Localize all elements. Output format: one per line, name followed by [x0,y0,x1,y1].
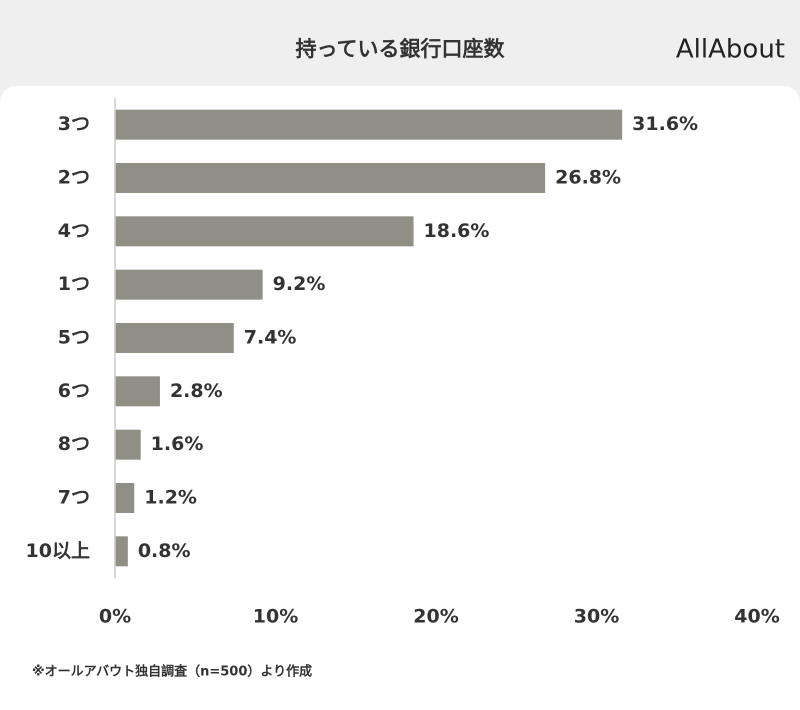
x-tick-label: 40% [734,606,779,628]
value-label: 2.8% [170,380,223,402]
bar [115,376,160,407]
bar [115,109,623,140]
y-tick-label: 7つ [58,487,90,509]
bar [115,163,546,193]
brand-logo: AllAbout [676,35,785,65]
value-label: 7.4% [244,327,297,349]
chart-title: 持っている銀行口座数 [296,37,506,61]
bar [115,216,414,247]
bar [115,269,263,300]
footnote: ※オールアバウト独自調査（n=500）より作成 [32,664,312,680]
y-tick-label: 8つ [58,433,90,455]
bar [115,323,234,353]
value-label: 18.6% [424,220,490,242]
bar [115,483,135,513]
x-tick-label: 10% [253,606,298,628]
y-tick-label: 5つ [58,327,90,349]
value-label: 1.6% [151,433,204,455]
bar [115,429,141,460]
bar [115,536,128,567]
y-tick-label: 10以上 [26,540,90,562]
value-label: 26.8% [555,167,621,189]
x-tick-label: 20% [413,606,458,628]
value-label: 0.8% [138,540,191,562]
value-label: 1.2% [144,487,197,509]
x-tick-label: 0% [99,606,131,628]
y-tick-label: 2つ [58,167,90,189]
y-tick-label: 1つ [58,273,90,295]
value-label: 9.2% [273,273,326,295]
x-tick-label: 30% [574,606,619,628]
y-tick-label: 4つ [58,220,90,242]
y-tick-label: 3つ [58,113,90,135]
value-label: 31.6% [632,113,698,135]
y-tick-label: 6つ [58,380,90,402]
